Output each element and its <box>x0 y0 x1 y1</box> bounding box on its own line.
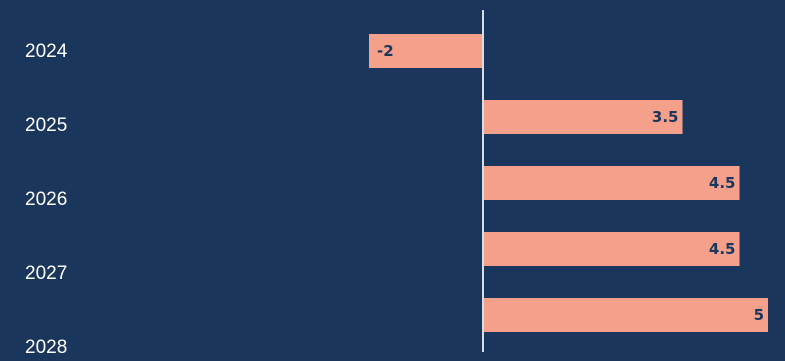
bars-group <box>369 34 768 332</box>
value-label-2027: 4.5 <box>709 240 736 258</box>
year-label-2024: 2024 <box>25 41 68 62</box>
bar-2027 <box>483 232 740 266</box>
year-label-2025: 2025 <box>25 115 67 136</box>
year-label-2027: 2027 <box>25 263 67 284</box>
value-label-2026: 4.5 <box>709 174 736 192</box>
bar-2028 <box>483 298 768 332</box>
value-label-2028: 5 <box>754 306 764 324</box>
value-label-2024: -2 <box>377 42 394 60</box>
bar-2025 <box>483 100 683 134</box>
year-axis: 2024 2025 2026 2027 2028 <box>25 41 68 358</box>
bar-2024 <box>369 34 483 68</box>
year-label-2026: 2026 <box>25 189 67 210</box>
value-labels-group: -2 3.5 4.5 4.5 5 <box>377 42 764 324</box>
year-label-2028: 2028 <box>25 337 67 358</box>
bar-2026 <box>483 166 740 200</box>
value-label-2025: 3.5 <box>652 108 679 126</box>
